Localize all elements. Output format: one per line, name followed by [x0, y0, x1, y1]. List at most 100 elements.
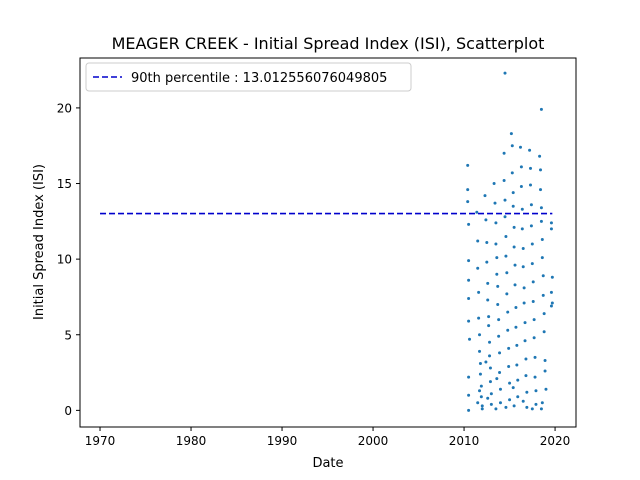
data-point [504, 234, 508, 238]
data-point [530, 407, 534, 411]
data-point [528, 148, 532, 152]
data-point [533, 355, 537, 359]
data-point [515, 363, 519, 367]
data-point [523, 321, 527, 325]
data-point [477, 290, 481, 294]
data-point [524, 357, 528, 361]
y-tick-label: 15 [57, 177, 72, 191]
data-point [508, 381, 512, 385]
data-point [504, 405, 508, 409]
data-point [542, 312, 546, 316]
data-point [489, 392, 493, 396]
x-axis-label: Date [312, 456, 343, 471]
data-point [506, 310, 510, 314]
data-point [550, 275, 554, 279]
data-point [521, 265, 525, 269]
data-point [467, 296, 471, 300]
axes-frame [79, 57, 577, 428]
data-point [542, 330, 546, 334]
chart-title: MEAGER CREEK - Initial Spread Index (ISI… [112, 34, 545, 53]
data-point [486, 281, 490, 285]
x-tick-label: 1990 [267, 434, 298, 448]
data-point [467, 319, 471, 323]
data-point [532, 318, 536, 322]
data-point [531, 280, 535, 284]
data-point [513, 263, 517, 267]
data-point [497, 334, 501, 338]
data-point [488, 354, 492, 358]
data-point [484, 360, 488, 364]
data-point [511, 191, 515, 195]
data-point [543, 358, 547, 362]
data-point [541, 274, 545, 278]
data-point [509, 132, 513, 136]
data-point [484, 218, 488, 222]
data-point [496, 303, 500, 307]
data-point [478, 349, 482, 353]
data-point [487, 315, 491, 319]
data-point [478, 389, 482, 393]
data-point [528, 166, 532, 170]
data-point [549, 290, 553, 294]
data-point [530, 262, 534, 266]
data-point [539, 168, 543, 172]
data-point [510, 171, 514, 175]
data-point [489, 402, 493, 406]
x-tick-label: 2020 [540, 434, 571, 448]
data-point [494, 221, 498, 225]
data-point [467, 222, 471, 226]
y-axis-ticks: 0 5 10 15 20 [57, 101, 80, 418]
data-point [520, 227, 524, 231]
data-point [539, 219, 543, 223]
data-point [505, 271, 509, 275]
x-axis-ticks: 1970 1980 1990 2000 2010 2020 [85, 427, 571, 448]
data-point [494, 242, 498, 246]
data-point [497, 318, 501, 322]
data-point [493, 201, 497, 205]
data-point [529, 224, 533, 228]
data-point [486, 396, 490, 400]
data-point [512, 245, 516, 249]
x-tick-label: 1980 [176, 434, 207, 448]
data-point [476, 401, 480, 405]
y-tick-label: 0 [64, 404, 72, 418]
y-tick-label: 5 [64, 328, 72, 342]
data-point [479, 384, 483, 388]
y-axis-label: Initial Spread Index (ISI) [32, 164, 47, 320]
data-point [502, 178, 506, 182]
data-point [511, 386, 515, 390]
data-point [479, 395, 483, 399]
data-point [525, 390, 529, 394]
data-point [513, 283, 517, 287]
data-point [534, 402, 538, 406]
x-tick-label: 1970 [85, 434, 116, 448]
x-tick-label: 2010 [449, 434, 480, 448]
data-point [516, 378, 520, 382]
data-point [467, 278, 471, 282]
data-point [498, 351, 502, 355]
data-point [528, 183, 532, 187]
data-point [498, 401, 502, 405]
data-point [466, 188, 470, 192]
data-point [540, 401, 544, 405]
data-point [510, 144, 514, 148]
data-point [514, 306, 518, 310]
data-point [506, 328, 510, 332]
data-point [515, 343, 519, 347]
data-point [496, 284, 500, 288]
data-point [494, 407, 498, 411]
data-point [539, 206, 543, 210]
data-point [488, 340, 492, 344]
data-point [503, 71, 507, 75]
data-point [503, 198, 507, 202]
data-point [549, 227, 553, 231]
data-point [519, 165, 523, 169]
data-point [534, 389, 538, 393]
data-point [505, 292, 509, 296]
data-point [514, 325, 518, 329]
data-point [540, 237, 544, 241]
data-point [550, 301, 554, 305]
data-point [539, 188, 543, 192]
data-point [511, 204, 515, 208]
